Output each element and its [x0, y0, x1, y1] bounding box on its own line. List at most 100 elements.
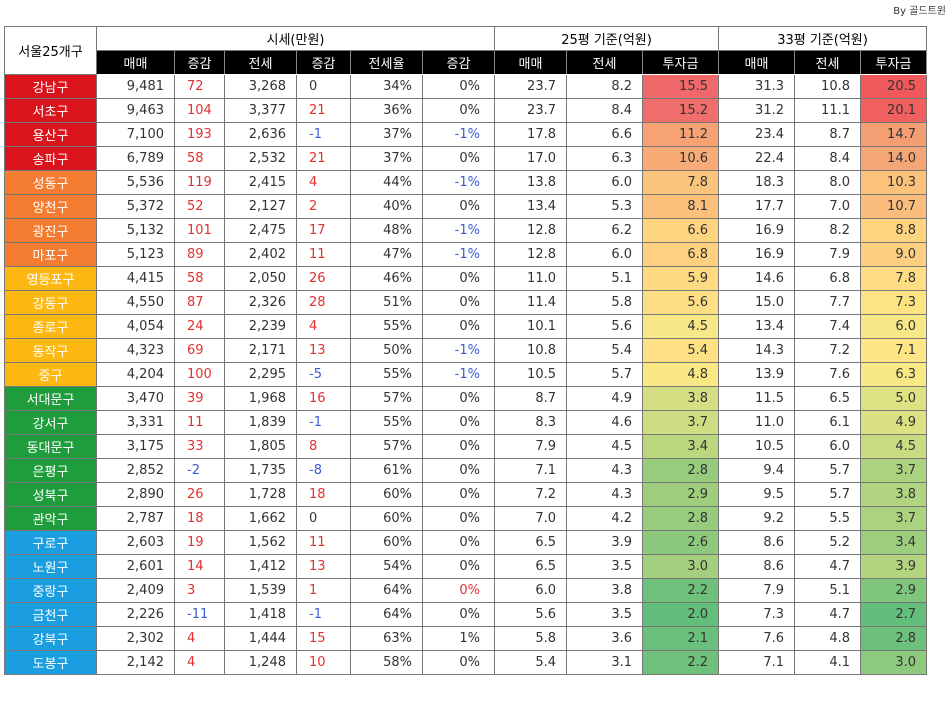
cell-jeonse-change: -8	[296, 458, 351, 483]
pyeong25-group-header: 25평 기준(억원)	[494, 26, 719, 51]
cell-jeonse-change: 18	[296, 482, 351, 507]
cell-jeonse-ratio: 63%	[350, 626, 423, 651]
cell-jeonse: 1,418	[224, 602, 297, 627]
cell-ratio-change: 0%	[422, 530, 495, 555]
cell-33-price: 16.9	[718, 242, 795, 267]
cell-jeonse: 3,377	[224, 98, 297, 123]
cell-jeonse-ratio: 64%	[350, 602, 423, 627]
cell-25-investment: 2.8	[642, 458, 719, 483]
cell-25-jeonse: 8.2	[566, 74, 643, 99]
region-name: 은평구	[4, 458, 97, 483]
cell-price-change: 89	[174, 242, 225, 267]
cell-25-jeonse: 4.6	[566, 410, 643, 435]
cell-jeonse: 2,475	[224, 218, 297, 243]
cell-jeonse: 2,171	[224, 338, 297, 363]
cell-33-jeonse: 6.1	[794, 410, 861, 435]
cell-jeonse-change: 8	[296, 434, 351, 459]
cell-25-price: 7.9	[494, 434, 567, 459]
table-row: 동대문구 3,175 33 1,805 8 57% 0% 7.9 4.5 3.4 10.5 6.0 4.…	[4, 434, 927, 459]
cell-33-price: 10.5	[718, 434, 795, 459]
table-row: 광진구 5,132 101 2,475 17 48% -1% 12.8 6.2 6.6 16.9 8.…	[4, 218, 927, 243]
cell-price: 2,852	[96, 458, 175, 483]
cell-33-price: 31.3	[718, 74, 795, 99]
col-header-ratio-change: 증감	[422, 50, 495, 75]
cell-33-price: 11.0	[718, 410, 795, 435]
cell-25-price: 17.8	[494, 122, 567, 147]
cell-jeonse-ratio: 51%	[350, 290, 423, 315]
cell-price: 2,787	[96, 506, 175, 531]
cell-price-change: 87	[174, 290, 225, 315]
cell-jeonse-ratio: 57%	[350, 386, 423, 411]
cell-33-investment: 7.3	[860, 290, 927, 315]
pyeong33-group-header: 33평 기준(억원)	[718, 26, 927, 51]
cell-33-investment: 7.1	[860, 338, 927, 363]
cell-jeonse-ratio: 34%	[350, 74, 423, 99]
col-header-jeonse: 전세	[224, 50, 297, 75]
cell-33-investment: 3.7	[860, 458, 927, 483]
cell-33-price: 7.6	[718, 626, 795, 651]
cell-jeonse-ratio: 48%	[350, 218, 423, 243]
cell-price-change: 104	[174, 98, 225, 123]
cell-jeonse-ratio: 57%	[350, 434, 423, 459]
table-row: 성북구 2,890 26 1,728 18 60% 0% 7.2 4.3 2.9 9.5 5.7 3.8	[4, 482, 927, 507]
group-header-row: 서울25개구 시세(만원) 25평 기준(억원) 33평 기준(억원)	[4, 26, 927, 75]
cell-price: 9,463	[96, 98, 175, 123]
cell-33-jeonse: 8.4	[794, 146, 861, 171]
cell-25-investment: 5.4	[642, 338, 719, 363]
col-header-price-change: 증감	[174, 50, 225, 75]
cell-jeonse-change: 21	[296, 146, 351, 171]
cell-25-jeonse: 3.9	[566, 530, 643, 555]
col-header-33-price: 매매	[718, 50, 795, 75]
cell-25-investment: 2.8	[642, 506, 719, 531]
cell-33-investment: 9.0	[860, 242, 927, 267]
cell-jeonse-ratio: 61%	[350, 458, 423, 483]
table-row: 관악구 2,787 18 1,662 0 60% 0% 7.0 4.2 2.8 9.2 5.5 3.7	[4, 506, 927, 531]
cell-33-jeonse: 6.8	[794, 266, 861, 291]
cell-33-price: 15.0	[718, 290, 795, 315]
cell-jeonse: 2,532	[224, 146, 297, 171]
cell-price-change: 14	[174, 554, 225, 579]
cell-25-price: 6.0	[494, 578, 567, 603]
cell-33-investment: 8.8	[860, 218, 927, 243]
cell-25-price: 7.0	[494, 506, 567, 531]
region-name: 마포구	[4, 242, 97, 267]
cell-price-change: 3	[174, 578, 225, 603]
cell-33-jeonse: 7.4	[794, 314, 861, 339]
cell-33-investment: 20.1	[860, 98, 927, 123]
cell-ratio-change: -1%	[422, 170, 495, 195]
cell-jeonse-change: 4	[296, 170, 351, 195]
cell-price-change: 11	[174, 410, 225, 435]
col-header-25-investment: 투자금	[642, 50, 719, 75]
table-row: 도봉구 2,142 4 1,248 10 58% 0% 5.4 3.1 2.2 7.1 4.1 3.0	[4, 650, 927, 675]
cell-jeonse: 2,295	[224, 362, 297, 387]
cell-33-price: 13.9	[718, 362, 795, 387]
region-name: 강동구	[4, 290, 97, 315]
cell-33-jeonse: 11.1	[794, 98, 861, 123]
cell-jeonse: 1,248	[224, 650, 297, 675]
cell-price: 2,142	[96, 650, 175, 675]
cell-jeonse-ratio: 60%	[350, 530, 423, 555]
cell-price: 4,054	[96, 314, 175, 339]
cell-33-investment: 5.0	[860, 386, 927, 411]
cell-jeonse: 1,728	[224, 482, 297, 507]
table-row: 은평구 2,852 -2 1,735 -8 61% 0% 7.1 4.3 2.8 9.4 5.7 3.7	[4, 458, 927, 483]
cell-jeonse-change: -5	[296, 362, 351, 387]
cell-25-investment: 4.5	[642, 314, 719, 339]
cell-33-investment: 3.8	[860, 482, 927, 507]
region-name: 강북구	[4, 626, 97, 651]
cell-33-jeonse: 5.2	[794, 530, 861, 555]
cell-25-price: 11.4	[494, 290, 567, 315]
cell-33-jeonse: 7.9	[794, 242, 861, 267]
cell-jeonse-ratio: 46%	[350, 266, 423, 291]
cell-25-price: 13.4	[494, 194, 567, 219]
cell-jeonse: 2,636	[224, 122, 297, 147]
cell-25-investment: 10.6	[642, 146, 719, 171]
cell-33-price: 22.4	[718, 146, 795, 171]
cell-jeonse-change: 16	[296, 386, 351, 411]
col-header-price: 매매	[96, 50, 175, 75]
cell-price: 3,470	[96, 386, 175, 411]
cell-25-jeonse: 6.6	[566, 122, 643, 147]
cell-price-change: 26	[174, 482, 225, 507]
cell-price-change: 58	[174, 146, 225, 171]
region-name: 강남구	[4, 74, 97, 99]
